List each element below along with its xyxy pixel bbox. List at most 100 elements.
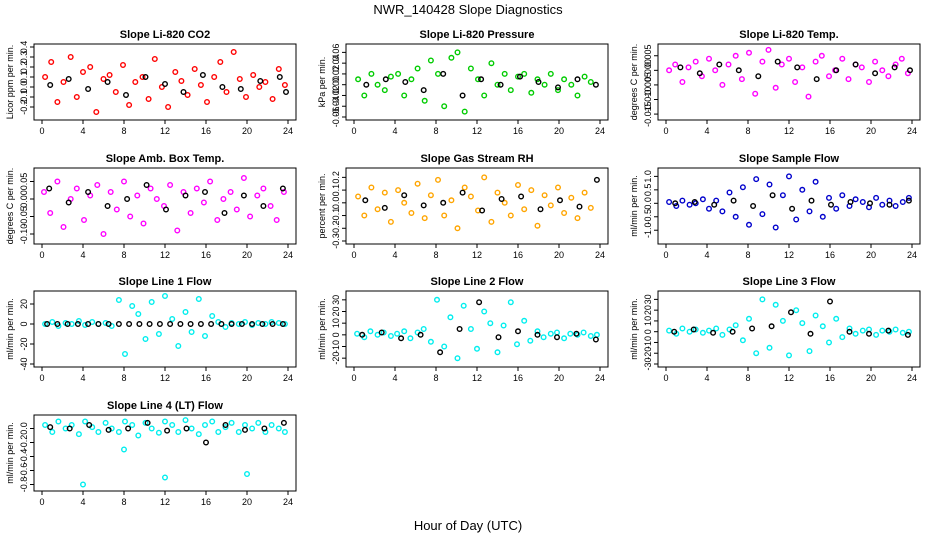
data-point xyxy=(46,185,53,192)
x-tick-label: 16 xyxy=(201,373,211,383)
data-point xyxy=(401,199,408,206)
data-point xyxy=(233,206,240,213)
data-point xyxy=(547,330,554,337)
data-point xyxy=(126,101,133,108)
data-point xyxy=(768,323,775,330)
x-tick-label: 4 xyxy=(704,126,709,136)
panel-title: Slope Gas Stream RH xyxy=(420,153,533,165)
data-point xyxy=(521,70,528,77)
data-point xyxy=(819,323,826,330)
data-point xyxy=(414,65,421,72)
x-tick-label: 12 xyxy=(472,250,482,260)
data-point xyxy=(143,181,150,188)
data-point xyxy=(73,93,80,100)
data-point xyxy=(907,67,914,74)
panel-6: Slope Sample Flow 0 4 8 12 16 20 24 -1.0-0.50.00… xyxy=(629,153,921,260)
data-point xyxy=(794,64,801,71)
x-tick-label: 0 xyxy=(663,126,668,136)
y-tick-label: 0.000 xyxy=(643,59,653,82)
data-point xyxy=(547,202,554,209)
data-point xyxy=(394,330,401,337)
data-point xyxy=(507,299,514,306)
data-point xyxy=(730,197,737,204)
data-point xyxy=(85,321,92,328)
data-point xyxy=(80,216,87,223)
data-point xyxy=(269,95,276,102)
data-point xyxy=(521,206,528,213)
data-point xyxy=(813,76,820,83)
y-tick-label: -20 xyxy=(19,337,29,350)
x-tick-label: 24 xyxy=(283,126,293,136)
data-point xyxy=(873,331,880,338)
data-point xyxy=(275,65,282,72)
data-point xyxy=(711,201,718,208)
data-point xyxy=(587,333,594,340)
data-point xyxy=(441,103,448,110)
data-point xyxy=(799,64,806,71)
data-point xyxy=(898,55,905,62)
data-point xyxy=(547,70,554,77)
data-point xyxy=(155,331,162,338)
data-point xyxy=(95,429,102,436)
data-point xyxy=(221,209,228,216)
data-point xyxy=(788,309,795,316)
data-point xyxy=(666,327,673,334)
plot-frame xyxy=(33,290,297,368)
y-tick-label: 0.3 xyxy=(19,51,29,64)
series-2 xyxy=(362,176,600,214)
series-2 xyxy=(672,192,912,212)
series-2 xyxy=(671,298,911,338)
y-axis-label: ml/min per min. xyxy=(317,298,327,360)
data-point xyxy=(54,98,61,105)
data-point xyxy=(222,324,229,331)
data-point xyxy=(182,417,189,424)
y-tick-label: -10 xyxy=(643,336,653,349)
data-point xyxy=(778,61,785,68)
data-point xyxy=(134,192,141,199)
data-point xyxy=(121,351,128,358)
data-point xyxy=(65,75,72,82)
data-point xyxy=(207,178,214,185)
series-1 xyxy=(354,296,600,362)
x-tick-label: 20 xyxy=(554,126,564,136)
data-point xyxy=(441,212,448,219)
x-tick-label: 4 xyxy=(80,373,85,383)
series-2 xyxy=(47,71,290,98)
data-point xyxy=(799,320,806,327)
data-point xyxy=(481,92,488,99)
y-tick-label: -0.2 xyxy=(19,435,29,451)
data-point xyxy=(593,331,600,338)
data-point xyxy=(833,315,840,322)
panel-title: Slope Li-820 Pressure xyxy=(420,29,535,41)
data-point xyxy=(459,189,466,196)
data-point xyxy=(719,208,726,215)
data-point xyxy=(886,201,893,208)
data-point xyxy=(42,73,49,80)
data-point xyxy=(732,322,739,329)
data-point xyxy=(281,429,288,436)
x-tick-label: 4 xyxy=(80,126,85,136)
data-point xyxy=(188,425,195,432)
data-point xyxy=(793,216,800,223)
y-tick-label: 0.0 xyxy=(331,197,341,210)
y-tick-label: 20 xyxy=(19,299,29,309)
x-tick-label: 0 xyxy=(351,373,356,383)
data-point xyxy=(481,308,488,315)
y-axis-label: ml/min per min. xyxy=(5,422,15,484)
data-point xyxy=(593,176,600,183)
data-point xyxy=(886,328,893,335)
data-point xyxy=(49,319,56,326)
data-point xyxy=(427,192,434,199)
panel-5: Slope Gas Stream RH 0 4 8 12 16 20 24 -0.3-0.2-0… xyxy=(317,153,609,260)
data-point xyxy=(261,425,268,432)
y-tick-label: 30 xyxy=(643,294,653,304)
data-point xyxy=(44,321,51,328)
data-point xyxy=(437,349,444,356)
data-point xyxy=(501,70,508,77)
data-point xyxy=(812,58,819,65)
data-point xyxy=(759,211,766,218)
data-point xyxy=(273,216,280,223)
data-point xyxy=(806,348,813,355)
data-point xyxy=(759,58,766,65)
